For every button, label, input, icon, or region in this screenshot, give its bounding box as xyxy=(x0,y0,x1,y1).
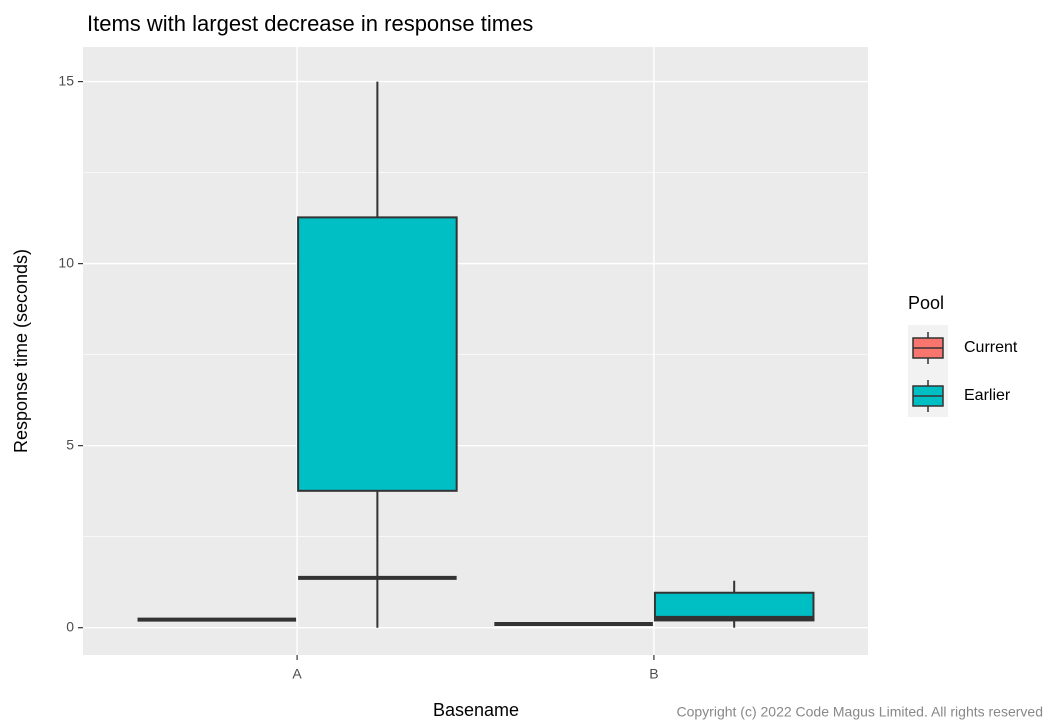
x-tick-label: A xyxy=(292,666,302,682)
y-tick-label: 15 xyxy=(58,72,74,88)
panel xyxy=(83,47,868,655)
x-axis-label: Basename xyxy=(433,700,519,720)
chart-title: Items with largest decrease in response … xyxy=(87,11,533,36)
legend-label: Current xyxy=(964,339,1018,356)
footer: Copyright (c) 2022 Code Magus Limited. A… xyxy=(676,704,1043,720)
y-tick-label: 5 xyxy=(66,436,74,452)
legend-label: Earlier xyxy=(964,387,1011,404)
legend: Current Earlier xyxy=(908,325,1018,417)
y-tick-label: 10 xyxy=(58,254,74,270)
y-axis-label: Response time (seconds) xyxy=(11,249,31,453)
box xyxy=(653,591,815,622)
legend-title: Pool xyxy=(908,293,944,313)
marks xyxy=(137,81,815,628)
y-tick-label: 0 xyxy=(66,618,74,634)
box xyxy=(297,216,458,492)
x-tick-label: B xyxy=(649,666,658,682)
grid xyxy=(83,47,868,655)
